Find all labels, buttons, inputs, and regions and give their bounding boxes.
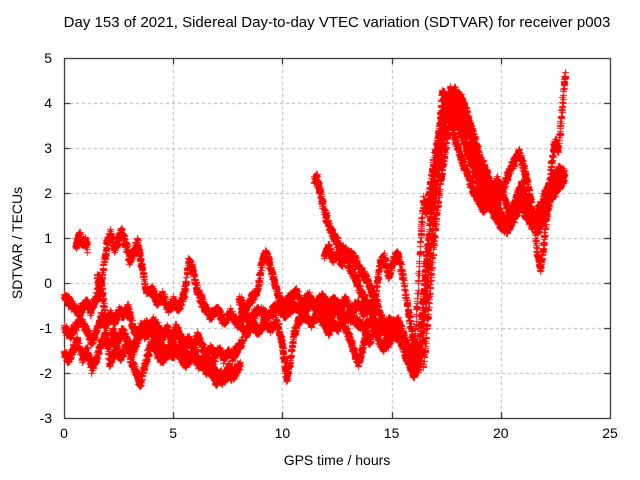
x-tick-label: 10 [274, 425, 291, 441]
y-tick-label: 4 [44, 95, 52, 111]
y-tick-label: 2 [44, 185, 52, 201]
y-tick-label: 5 [44, 50, 52, 66]
chart-title: Day 153 of 2021, Sidereal Day-to-day VTE… [63, 14, 611, 31]
x-tick-label: 5 [169, 425, 178, 441]
y-tick-label: 0 [44, 275, 52, 291]
x-tick-label: 15 [383, 425, 400, 441]
x-axis-label: GPS time / hours [283, 452, 391, 468]
y-tick-label: 1 [44, 230, 52, 246]
y-tick-label: -1 [39, 320, 52, 336]
x-tick-label: 20 [493, 425, 509, 441]
x-tick-label: 25 [602, 425, 618, 441]
x-tick-label: 0 [60, 425, 68, 441]
y-tick-label: -2 [39, 365, 52, 381]
y-tick-label: -3 [39, 410, 52, 426]
y-tick-label: 3 [44, 140, 52, 156]
